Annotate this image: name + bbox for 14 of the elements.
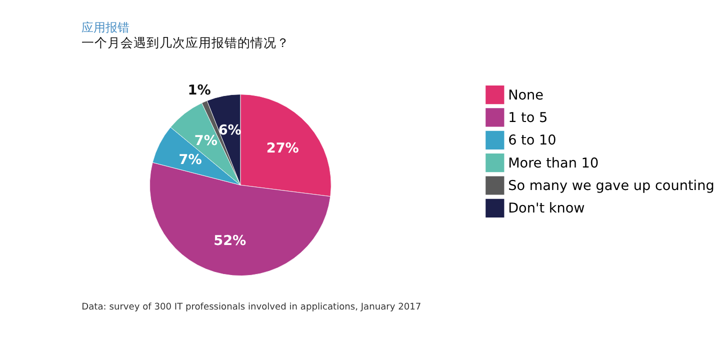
data-label: 1% (188, 82, 212, 99)
chart-subtitle: 一个月会遇到几次应用报错的情况？ (82, 35, 290, 50)
legend-label: 1 to 5 (508, 110, 548, 126)
legend-label: More than 10 (508, 155, 599, 172)
data-label: 52% (214, 232, 247, 249)
legend-label: None (508, 87, 544, 104)
data-label: 7% (178, 152, 202, 168)
chart-title: 应用报错 (82, 20, 130, 35)
text: Data: survey of 300 IT professionals involved in applications, January 2017 (82, 302, 422, 312)
legend-label: Don't know (508, 200, 585, 217)
legend-label: 6 to 10 (508, 132, 556, 149)
legend-label: So many we gave up counting (508, 178, 714, 194)
data-label: 27% (266, 140, 300, 156)
data-label: 7% (194, 133, 218, 150)
